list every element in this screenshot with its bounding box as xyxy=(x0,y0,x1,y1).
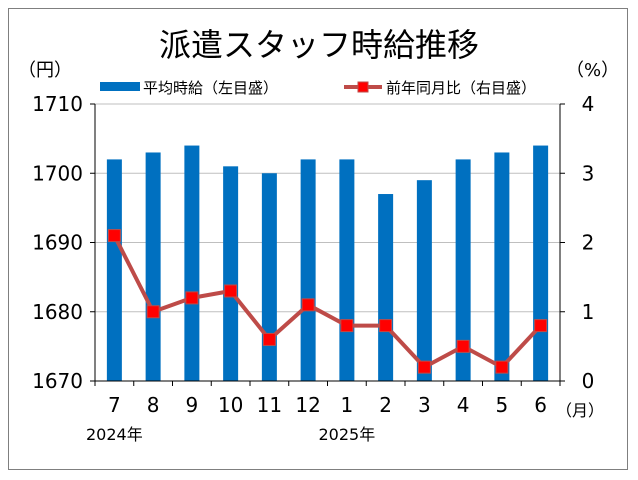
year-label: 2024年 xyxy=(86,425,143,444)
bar xyxy=(106,159,122,381)
legend-bar-label: 平均時給（左目盛） xyxy=(143,79,278,97)
right-tick-label: 0 xyxy=(582,369,595,393)
right-tick-label: 2 xyxy=(582,231,595,255)
bar xyxy=(339,159,355,381)
left-tick-label: 1680 xyxy=(32,300,83,324)
bar xyxy=(300,159,316,381)
right-tick-label: 1 xyxy=(582,300,595,324)
x-axis-unit: （月） xyxy=(556,401,604,420)
line-point xyxy=(185,291,199,305)
line-point xyxy=(262,332,276,346)
left-tick-label: 1710 xyxy=(32,92,83,116)
bar xyxy=(184,145,200,381)
right-tick-label: 3 xyxy=(582,161,595,185)
line-point xyxy=(301,298,315,312)
x-tick-label: 10 xyxy=(218,393,243,417)
bar-series xyxy=(106,145,549,381)
x-tick-label: 11 xyxy=(257,393,282,417)
x-tick-label: 8 xyxy=(147,393,160,417)
legend: 平均時給（左目盛） 前年同月比（右目盛） xyxy=(100,79,536,97)
line-point xyxy=(340,319,354,333)
x-tick-label: 9 xyxy=(186,393,199,417)
legend-line-marker xyxy=(357,81,369,93)
left-tick-labels: 1670 1680 1690 1700 1710 xyxy=(32,92,83,393)
right-axis-unit: （%） xyxy=(566,60,619,81)
line-path xyxy=(112,234,543,370)
left-tick-label: 1700 xyxy=(32,161,83,185)
year-label: 2025年 xyxy=(319,425,376,444)
x-tick-label: 6 xyxy=(534,393,547,417)
gridlines xyxy=(95,103,560,313)
bar xyxy=(533,145,549,381)
bar xyxy=(378,194,394,381)
line-point xyxy=(495,360,509,374)
line-point xyxy=(379,319,393,333)
line-point xyxy=(146,305,160,319)
line-series xyxy=(107,229,548,374)
x-tick-label: 12 xyxy=(295,393,320,417)
x-tick-label: 4 xyxy=(457,393,470,417)
left-axis-unit: （円） xyxy=(18,60,72,81)
x-tick-labels: 7 8 9 10 11 12 1 2 3 4 5 6 xyxy=(108,393,547,417)
right-tick-labels: 0 1 2 3 4 xyxy=(582,92,595,393)
bar xyxy=(416,180,432,381)
line-point xyxy=(417,360,431,374)
bar xyxy=(261,173,277,381)
axes xyxy=(90,103,565,386)
year-labels: 2024年 2025年 xyxy=(86,425,375,444)
line-point xyxy=(107,229,121,243)
left-tick-label: 1670 xyxy=(32,369,83,393)
left-tick-label: 1690 xyxy=(32,231,83,255)
bar xyxy=(145,152,161,381)
legend-bar-swatch xyxy=(100,82,140,91)
x-tick-label: 2 xyxy=(379,393,392,417)
legend-line-label: 前年同月比（右目盛） xyxy=(386,79,536,97)
bar xyxy=(455,159,471,381)
x-tick-label: 7 xyxy=(108,393,121,417)
bar xyxy=(223,166,239,381)
line-point xyxy=(456,339,470,353)
bar xyxy=(494,152,510,381)
chart-frame xyxy=(8,8,628,470)
right-tick-label: 4 xyxy=(582,92,595,116)
line-point xyxy=(534,319,548,333)
x-tick-label: 1 xyxy=(341,393,354,417)
chart-title: 派遣スタッフ時給推移 xyxy=(159,26,479,64)
x-tick-label: 5 xyxy=(496,393,509,417)
line-point xyxy=(224,284,238,298)
x-tick-label: 3 xyxy=(418,393,431,417)
